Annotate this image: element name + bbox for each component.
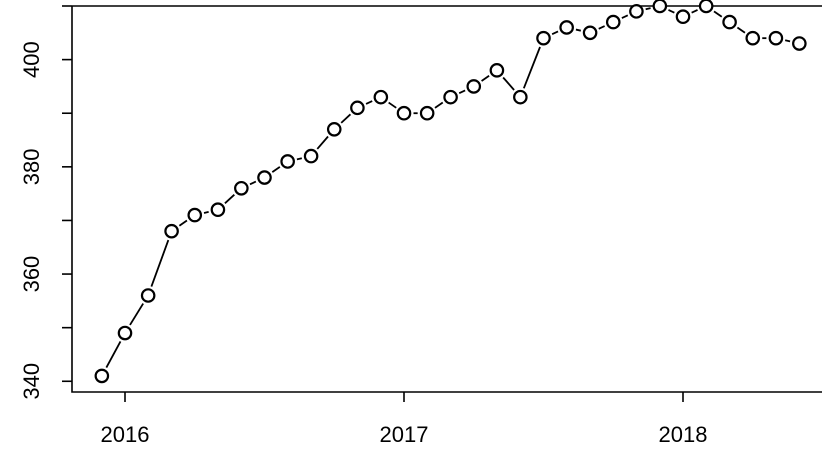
y-tick-label: 380 — [19, 148, 44, 185]
data-point — [257, 170, 272, 185]
y-axis — [71, 6, 822, 393]
data-point — [443, 89, 458, 105]
series-segment — [736, 26, 746, 34]
series-segment — [203, 210, 209, 214]
data-point — [187, 207, 203, 223]
series-segment — [598, 25, 606, 30]
data-point — [164, 223, 179, 239]
data-point — [675, 9, 691, 25]
series-segment — [434, 101, 444, 109]
series-segment — [668, 9, 675, 14]
x-tick-label: 2016 — [101, 422, 150, 447]
series-segment — [340, 113, 352, 124]
series-segment — [522, 46, 541, 89]
y-tick-label: 400 — [19, 41, 44, 78]
data-point — [234, 180, 249, 196]
data-point — [210, 202, 226, 218]
series-segment — [224, 194, 235, 204]
x-ticks: 2016 2017 2018 — [101, 392, 708, 447]
data-point — [117, 325, 133, 341]
series-segment — [481, 75, 490, 82]
x-tick-label: 2018 — [659, 422, 708, 447]
data-point — [698, 0, 714, 14]
series-segment — [129, 303, 144, 326]
series-segment — [645, 7, 651, 11]
series-segment — [271, 166, 281, 173]
series-segment — [105, 340, 122, 368]
data-point — [489, 63, 505, 78]
y-ticks: 340 360 380 400 — [19, 5, 72, 400]
y-tick-label: 340 — [19, 363, 44, 400]
data-point — [559, 20, 574, 35]
data-point — [513, 89, 528, 105]
data-point — [605, 14, 621, 30]
series-segment — [365, 100, 373, 105]
series-segment — [178, 219, 188, 227]
data-point — [419, 105, 435, 121]
series-segment — [784, 39, 791, 43]
series-segment — [713, 10, 723, 18]
data-point — [745, 30, 761, 46]
series-segment — [621, 14, 629, 19]
data-point — [396, 105, 412, 121]
data-point — [768, 30, 784, 46]
series-segment — [502, 76, 515, 91]
data-point — [652, 0, 668, 14]
data-point — [792, 36, 807, 51]
data-point — [303, 148, 319, 164]
data-point — [373, 89, 389, 105]
x-tick-label: 2017 — [380, 422, 429, 447]
data-point — [536, 30, 551, 46]
y-tick-label: 360 — [19, 256, 44, 293]
series-points — [94, 0, 807, 384]
data-point — [326, 122, 342, 137]
series-segment — [296, 157, 303, 161]
axes — [71, 5, 822, 393]
data-point — [582, 25, 598, 41]
series-segment — [551, 30, 559, 35]
data-point — [350, 100, 365, 116]
series-segment — [691, 9, 698, 14]
series-segment — [316, 135, 329, 150]
series-segment — [388, 101, 397, 109]
data-point — [466, 79, 482, 94]
data-point — [280, 154, 295, 169]
data-point — [629, 4, 644, 19]
data-point — [140, 288, 156, 303]
series-segment — [150, 239, 170, 287]
data-point — [722, 14, 737, 30]
series-segment — [458, 89, 466, 94]
series-segment — [575, 28, 582, 32]
data-point — [94, 368, 110, 384]
series-line — [105, 7, 791, 368]
series-segment — [249, 180, 257, 186]
